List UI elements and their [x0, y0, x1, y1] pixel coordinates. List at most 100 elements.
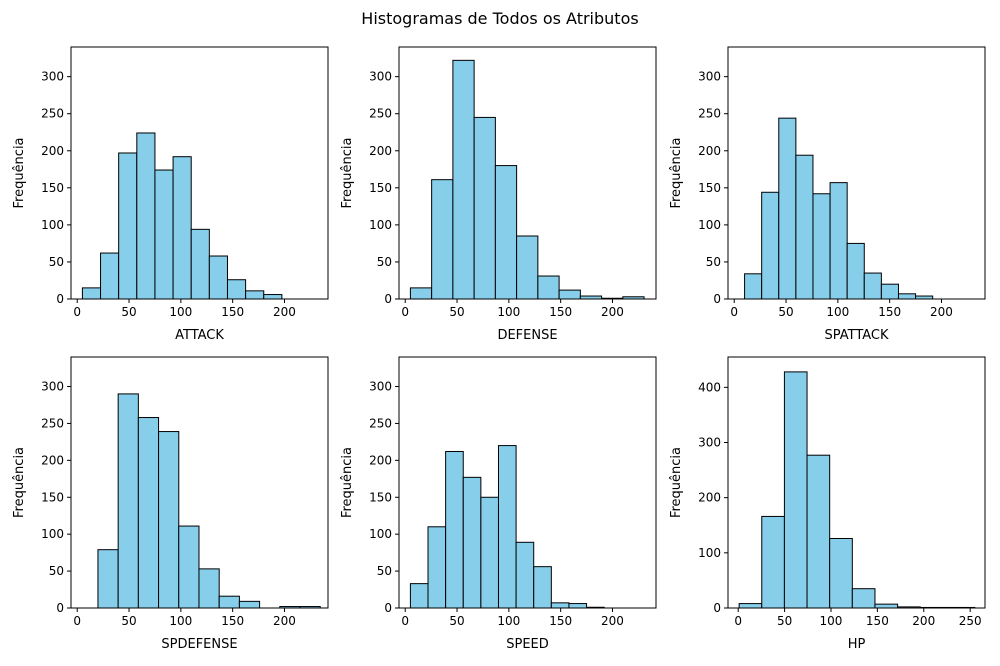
subplot-defense: 0 50 100 150 200 0 50 100 150 200 250 300 DEFENSE Fre…: [340, 46, 657, 343]
histogram-bar: [445, 450, 464, 609]
histogram-bar: [516, 235, 539, 300]
y-tick-label: 250: [369, 107, 392, 121]
histogram-bar: [537, 275, 560, 300]
x-tick-label: 50: [121, 305, 136, 319]
y-tick-label: 0: [713, 601, 721, 615]
histogram-bar: [795, 154, 814, 300]
y-tick-label: 300: [369, 70, 392, 84]
histogram-bar: [558, 289, 581, 300]
y-axis-label: Frequência: [340, 447, 355, 518]
histogram-bar: [226, 279, 247, 300]
x-tick-label: 100: [497, 305, 520, 319]
histogram-bar: [897, 293, 917, 300]
x-tick-label: 50: [449, 305, 464, 319]
x-tick-label: 0: [73, 614, 81, 628]
y-axis-label: Frequência: [669, 447, 684, 518]
subplot-speed: 0 50 100 150 200 0 50 100 150 200 250 300 SPEED Frequ…: [340, 356, 657, 652]
y-tick-label: 250: [369, 416, 392, 430]
histogram-bar: [851, 588, 876, 609]
histogram-bar: [846, 242, 865, 300]
y-tick-label: 100: [369, 527, 392, 541]
y-tick-label: 100: [41, 527, 64, 541]
histogram-bar: [218, 595, 240, 609]
x-tick-label: 0: [734, 614, 742, 628]
y-tick-label: 200: [369, 144, 392, 158]
y-tick-label: 200: [698, 144, 721, 158]
y-axis-label: Frequência: [12, 137, 27, 208]
x-tick-label: 100: [169, 614, 192, 628]
y-tick-label: 150: [41, 490, 64, 504]
histogram-bar: [497, 445, 517, 609]
axes-frame: [727, 356, 986, 609]
histogram-bar: [761, 515, 785, 609]
y-tick-label: 150: [41, 181, 64, 195]
x-axis-label: ATTACK: [175, 328, 224, 343]
y-tick-label: 100: [698, 218, 721, 232]
y-tick-label: 150: [369, 181, 392, 195]
y-tick-label: 0: [384, 292, 392, 306]
y-tick-label: 200: [41, 453, 64, 467]
y-tick-label: 100: [369, 218, 392, 232]
x-tick-label: 200: [273, 614, 296, 628]
x-tick-label: 250: [959, 614, 982, 628]
y-tick-label: 0: [713, 292, 721, 306]
x-axis-label: SPDEFENSE: [161, 637, 237, 652]
histogram-bar: [158, 431, 180, 609]
histogram-bar: [178, 525, 200, 609]
histogram-bar: [473, 116, 496, 300]
x-tick-label: 150: [549, 614, 572, 628]
histogram-bar: [783, 371, 808, 609]
x-tick-label: 150: [866, 614, 889, 628]
histogram-bar: [806, 454, 831, 609]
axes-frame: [398, 356, 657, 609]
histogram-bar: [515, 541, 535, 609]
x-tick-label: 50: [121, 614, 136, 628]
y-tick-label: 100: [698, 546, 721, 560]
subplot-hp: 0 50 100 150 200 250 0 100 200 300 400 HP Frequência: [669, 356, 986, 652]
x-axis-label: HP: [848, 637, 866, 652]
x-tick-label: 200: [601, 305, 624, 319]
x-tick-label: 50: [777, 614, 792, 628]
x-axis-label: DEFENSE: [497, 328, 557, 343]
x-tick-label: 200: [930, 305, 953, 319]
histogram-bar: [829, 182, 848, 300]
histogram-bar: [533, 566, 552, 609]
y-tick-label: 50: [377, 564, 392, 578]
histogram-bar: [263, 294, 283, 300]
y-tick-label: 150: [369, 490, 392, 504]
histogram-bar: [738, 603, 763, 609]
histogram-bar: [409, 583, 429, 609]
histogram-bar: [874, 603, 899, 609]
histogram-bar: [427, 526, 447, 609]
histogram-bar: [245, 290, 265, 300]
subplot-spattack: 0 50 100 150 200 0 50 100 150 200 250 300 SPATTACK Fr…: [669, 46, 986, 343]
y-tick-label: 300: [698, 436, 721, 450]
y-tick-label: 300: [41, 380, 64, 394]
x-tick-label: 150: [878, 305, 901, 319]
subplot-attack: 0 50 100 150 200 0 50 100 150 200 250 300 ATTACK Freq…: [12, 46, 329, 343]
x-tick-label: 150: [221, 614, 244, 628]
histogram-bar: [208, 255, 228, 300]
histogram-bar: [409, 287, 433, 300]
y-tick-label: 50: [377, 255, 392, 269]
x-tick-label: 50: [778, 305, 793, 319]
y-tick-label: 100: [41, 218, 64, 232]
y-tick-label: 250: [698, 107, 721, 121]
histogram-bar: [829, 537, 853, 609]
histogram-bar: [880, 283, 899, 300]
y-axis-label: Frequência: [12, 447, 27, 518]
subplot-spdefense: 0 50 100 150 200 0 50 100 150 200 250 300 SPDEFENSE F…: [12, 356, 329, 652]
figure-title: Histogramas de Todos os Atributos: [361, 9, 639, 28]
x-tick-label: 0: [730, 305, 738, 319]
histogram-bar: [100, 252, 120, 300]
histogram-bar: [97, 549, 119, 609]
histogram-bar: [118, 152, 138, 300]
histogram-bar: [812, 193, 831, 300]
histogram-bar: [81, 287, 102, 300]
y-axis-label: Frequência: [340, 137, 355, 208]
axes-frame: [398, 46, 657, 300]
y-tick-label: 300: [41, 70, 64, 84]
x-tick-label: 50: [449, 614, 464, 628]
x-axis-label: SPEED: [506, 637, 549, 652]
